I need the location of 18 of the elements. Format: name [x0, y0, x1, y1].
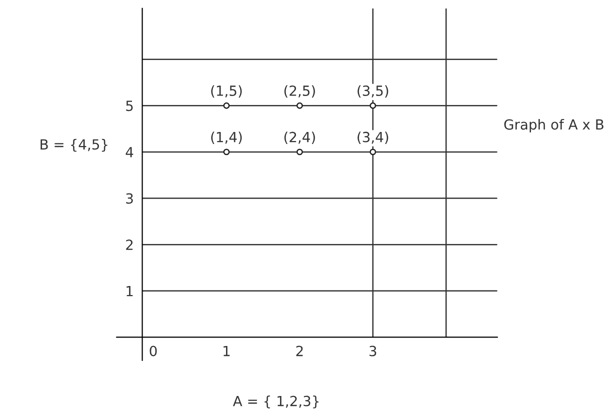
y-tick-label: 1: [126, 286, 133, 296]
x-tick-label: 2: [296, 346, 303, 356]
y-tick-label: 3: [126, 193, 133, 204]
x-tick-label: 1: [224, 346, 230, 356]
annotation: (2,5): [284, 85, 315, 98]
annotation: (3,4): [358, 132, 388, 144]
annotation: (3,5): [358, 85, 388, 98]
y-axis-title: B = {4,5}: [40, 138, 108, 152]
y-tick-label: 4: [126, 147, 134, 158]
annotation: (2,4): [284, 132, 315, 144]
y-tick-label: 5: [126, 100, 133, 112]
x-tick-label: 3: [370, 346, 376, 356]
x-axis-title: A = { 1,2,3}: [232, 396, 319, 408]
text: Graph of A x B: [504, 118, 604, 132]
annotation: (1,4): [211, 132, 242, 144]
x-tick-label: 0: [150, 346, 157, 356]
y-tick-label: 2: [126, 240, 133, 250]
annotation: (1,5): [211, 85, 242, 98]
